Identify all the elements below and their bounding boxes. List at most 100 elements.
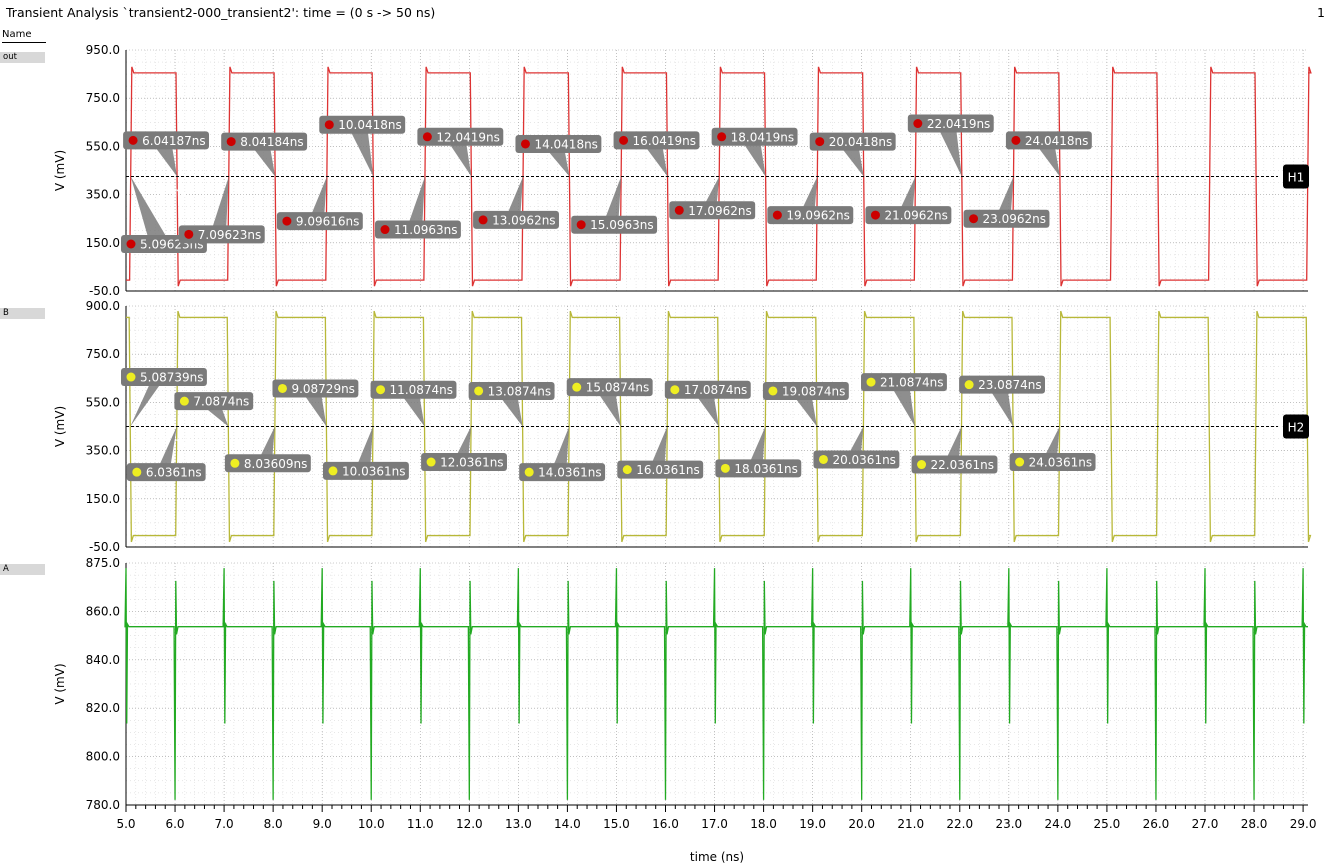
marker-pointer — [937, 119, 962, 177]
x-tick-label: 24.0 — [1045, 817, 1072, 831]
y-tick-label: 150.0 — [86, 492, 120, 506]
marker-dot — [128, 135, 138, 145]
cursor-badge — [1283, 414, 1309, 439]
x-tick-label: 9.0 — [313, 817, 332, 831]
marker-label: 15.0963ns — [590, 218, 653, 232]
marker-label: 24.0418ns — [1025, 134, 1088, 148]
marker-label-box — [421, 453, 507, 472]
marker-label-box — [1009, 453, 1096, 472]
page-number: 1 — [1317, 5, 1325, 20]
marker-dot — [572, 382, 582, 392]
x-tick-label: 14.0 — [554, 817, 581, 831]
y-tick-label: 750.0 — [86, 347, 120, 361]
marker-label-box — [276, 212, 363, 231]
marker-pointer — [601, 176, 622, 229]
marker-label-box — [813, 450, 900, 469]
panel-out: 950.0 750.0 550.0 350.0 150.0 -50.0 V (mV) H1 42… — [53, 43, 1312, 298]
y-tick-label: 550.0 — [86, 395, 120, 409]
marker-dot — [870, 210, 880, 220]
marker-dot — [815, 137, 825, 147]
marker-label: 23.0962ns — [983, 212, 1046, 226]
marker-dot — [132, 467, 142, 477]
x-tick-label: 21.0 — [897, 817, 924, 831]
y-tick-label: 780.0 — [86, 798, 120, 812]
x-tick-label: 19.0 — [799, 817, 826, 831]
marker-dot — [964, 380, 974, 390]
marker-label-box — [861, 373, 947, 392]
marker-label-box — [515, 134, 602, 153]
x-tick-label: 6.0 — [165, 817, 184, 831]
marker-label-box — [319, 115, 406, 134]
marker-label: 15.0874ns — [586, 381, 649, 395]
y-tick-label: -50.0 — [89, 540, 120, 554]
marker-dot — [917, 460, 927, 470]
marker-dot — [913, 119, 923, 129]
marker-label-box — [417, 127, 504, 146]
x-tick-label: 10.0 — [358, 817, 385, 831]
x-tick-label: 28.0 — [1241, 817, 1268, 831]
x-tick-label: 17.0 — [701, 817, 728, 831]
marker-pointer — [405, 176, 425, 234]
marker-dot — [179, 396, 189, 406]
signal-tag-A[interactable]: A — [0, 564, 45, 575]
x-tick-label: 18.0 — [750, 817, 777, 831]
marker-dot — [474, 386, 484, 396]
marker-label: 9.09616ns — [296, 215, 359, 229]
marker-pointer — [130, 176, 169, 249]
marker-label-box — [762, 381, 849, 400]
marker-label-box — [272, 379, 359, 398]
marker-dot — [619, 135, 629, 145]
y-tick-label: -50.0 — [89, 284, 120, 298]
x-tick-label: 8.0 — [264, 817, 283, 831]
marker-dot — [324, 120, 334, 130]
y-tick-label: 350.0 — [86, 444, 120, 458]
marker-label-box — [907, 114, 994, 133]
marker-label: 12.0361ns — [440, 456, 503, 470]
x-tick-label: 29.0 — [1290, 817, 1317, 831]
panel-B: 900.0 750.0 550.0 350.0 150.0 -50.0 V (mV) H2 42… — [53, 299, 1312, 554]
marker-label: 10.0361ns — [342, 464, 405, 478]
marker-dot — [717, 132, 727, 142]
marker-label: 21.0962ns — [884, 209, 947, 223]
marker-label-box — [571, 215, 658, 234]
marker-label: 13.0962ns — [492, 213, 555, 227]
marker-label: 13.0874ns — [488, 384, 551, 398]
marker-dot — [524, 467, 534, 477]
y-tick-label: 750.0 — [86, 91, 120, 105]
marker-label-box — [566, 378, 653, 397]
marker-label-box — [963, 209, 1050, 228]
x-tick-label: 12.0 — [456, 817, 483, 831]
marker-label: 8.03609ns — [244, 457, 307, 471]
marker-dot — [576, 220, 586, 230]
marker-label: 18.0361ns — [734, 462, 797, 476]
y-axis-label: V (mV) — [53, 406, 67, 447]
marker-label: 20.0361ns — [832, 453, 895, 467]
y-tick-label: 950.0 — [86, 43, 120, 57]
window-title: Transient Analysis `transient2-000_trans… — [6, 5, 436, 20]
marker-label-box — [121, 368, 207, 387]
y-axis-label: V (mV) — [53, 150, 67, 191]
marker-label: 16.0361ns — [636, 463, 699, 477]
x-tick-label: 11.0 — [407, 817, 434, 831]
marker-dot — [282, 216, 292, 226]
marker-pointer — [349, 120, 374, 177]
y-tick-label: 860.0 — [86, 604, 120, 618]
marker-label: 21.0874ns — [880, 376, 943, 390]
marker-label: 11.0874ns — [390, 383, 453, 397]
x-tick-label: 23.0 — [995, 817, 1022, 831]
marker-label-box — [617, 460, 704, 479]
y-tick-label: 550.0 — [86, 139, 120, 153]
marker-label-box — [468, 381, 555, 400]
marker-label-box — [519, 463, 606, 482]
y-tick-label: 840.0 — [86, 653, 120, 667]
marker-label: 22.0419ns — [927, 117, 990, 131]
marker-label: 19.0874ns — [782, 384, 845, 398]
waveform-A — [124, 568, 1308, 800]
marker-label: 14.0361ns — [538, 466, 601, 480]
marker-label-box — [711, 127, 798, 146]
signal-tag-B[interactable]: B — [0, 308, 45, 319]
marker-dot — [720, 463, 730, 473]
signal-tag-out[interactable]: out — [0, 52, 45, 63]
y-tick-label: 150.0 — [86, 236, 120, 250]
